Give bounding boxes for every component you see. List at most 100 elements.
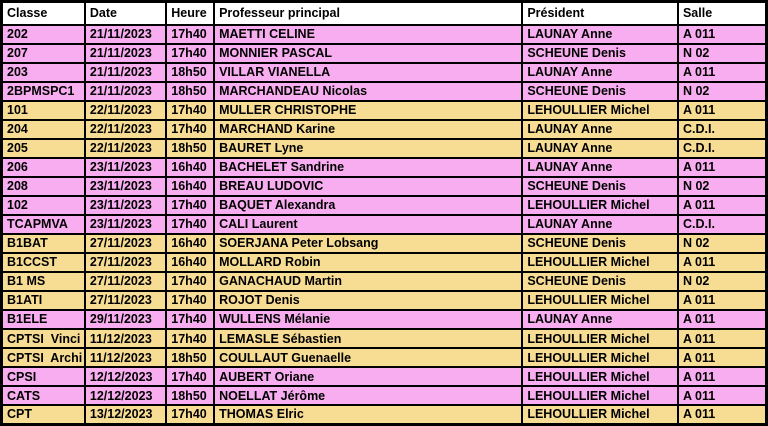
cell-classe[interactable]: B1 MS	[0, 271, 86, 293]
cell-heure[interactable]: 17h40	[165, 43, 216, 65]
cell-classe[interactable]: CPSI	[0, 366, 86, 388]
cell-president[interactable]: LAUNAY Anne	[521, 309, 679, 331]
cell-salle[interactable]: A 011	[676, 62, 768, 84]
cell-date[interactable]: 13/12/2023	[83, 404, 168, 426]
cell-president[interactable]: LEHOULLIER Michel	[521, 290, 679, 312]
cell-classe[interactable]: 204	[0, 119, 86, 141]
cell-date[interactable]: 22/11/2023	[83, 119, 168, 141]
cell-president[interactable]: LEHOULLIER Michel	[521, 195, 679, 217]
cell-salle[interactable]: A 011	[676, 23, 768, 46]
cell-classe[interactable]: B1ELE	[0, 309, 86, 331]
cell-salle[interactable]: A 011	[676, 157, 768, 179]
cell-classe[interactable]: 203	[0, 62, 86, 84]
cell-heure[interactable]: 16h40	[165, 233, 216, 255]
cell-professeur[interactable]: BREAU LUDOVIC	[213, 176, 524, 198]
cell-professeur[interactable]: MAETTI CELINE	[213, 23, 524, 46]
cell-heure[interactable]: 16h40	[165, 176, 216, 198]
cell-salle[interactable]: A 011	[676, 347, 768, 369]
cell-professeur[interactable]: WULLENS Mélanie	[213, 309, 524, 331]
cell-classe[interactable]: B1ATI	[0, 290, 86, 312]
cell-salle[interactable]: A 011	[676, 252, 768, 274]
cell-professeur[interactable]: BAQUET Alexandra	[213, 195, 524, 217]
cell-professeur[interactable]: MARCHAND Karine	[213, 119, 524, 141]
cell-date[interactable]: 11/12/2023	[83, 328, 168, 350]
cell-salle[interactable]: A 011	[676, 385, 768, 407]
cell-heure[interactable]: 18h50	[165, 385, 216, 407]
cell-professeur[interactable]: BACHELET Sandrine	[213, 157, 524, 179]
cell-president[interactable]: LEHOULLIER Michel	[521, 252, 679, 274]
cell-president[interactable]: LAUNAY Anne	[521, 157, 679, 179]
cell-professeur[interactable]: NOELLAT Jérôme	[213, 385, 524, 407]
cell-heure[interactable]: 17h40	[165, 100, 216, 122]
cell-president[interactable]: SCHEUNE Denis	[521, 81, 679, 103]
cell-professeur[interactable]: VILLAR VIANELLA	[213, 62, 524, 84]
cell-heure[interactable]: 18h50	[165, 347, 216, 369]
cell-salle[interactable]: C.D.I.	[676, 119, 768, 141]
cell-classe[interactable]: 202	[0, 23, 86, 46]
cell-professeur[interactable]: MULLER CHRISTOPHE	[213, 100, 524, 122]
cell-salle[interactable]: N 02	[676, 43, 768, 65]
cell-date[interactable]: 23/11/2023	[83, 157, 168, 179]
cell-classe[interactable]: CATS	[0, 385, 86, 407]
cell-date[interactable]: 12/12/2023	[83, 385, 168, 407]
cell-salle[interactable]: A 011	[676, 290, 768, 312]
cell-date[interactable]: 27/11/2023	[83, 271, 168, 293]
cell-heure[interactable]: 18h50	[165, 62, 216, 84]
cell-professeur[interactable]: THOMAS Elric	[213, 404, 524, 426]
cell-heure[interactable]: 17h40	[165, 271, 216, 293]
cell-president[interactable]: LEHOULLIER Michel	[521, 100, 679, 122]
cell-heure[interactable]: 17h40	[165, 309, 216, 331]
cell-heure[interactable]: 17h40	[165, 195, 216, 217]
cell-heure[interactable]: 17h40	[165, 214, 216, 236]
cell-heure[interactable]: 17h40	[165, 328, 216, 350]
cell-salle[interactable]: A 011	[676, 195, 768, 217]
cell-classe[interactable]: 207	[0, 43, 86, 65]
cell-classe[interactable]: 102	[0, 195, 86, 217]
cell-date[interactable]: 21/11/2023	[83, 81, 168, 103]
cell-date[interactable]: 23/11/2023	[83, 214, 168, 236]
cell-president[interactable]: LAUNAY Anne	[521, 119, 679, 141]
cell-heure[interactable]: 16h40	[165, 157, 216, 179]
cell-professeur[interactable]: COULLAUT Guenaelle	[213, 347, 524, 369]
cell-salle[interactable]: C.D.I.	[676, 214, 768, 236]
cell-president[interactable]: LEHOULLIER Michel	[521, 347, 679, 369]
cell-date[interactable]: 27/11/2023	[83, 233, 168, 255]
cell-date[interactable]: 27/11/2023	[83, 252, 168, 274]
cell-date[interactable]: 11/12/2023	[83, 347, 168, 369]
cell-heure[interactable]: 17h40	[165, 23, 216, 46]
cell-president[interactable]: LEHOULLIER Michel	[521, 366, 679, 388]
cell-classe[interactable]: 205	[0, 138, 86, 160]
cell-classe[interactable]: 208	[0, 176, 86, 198]
cell-date[interactable]: 22/11/2023	[83, 100, 168, 122]
cell-salle[interactable]: N 02	[676, 233, 768, 255]
cell-salle[interactable]: N 02	[676, 271, 768, 293]
cell-professeur[interactable]: BAURET Lyne	[213, 138, 524, 160]
cell-president[interactable]: LEHOULLIER Michel	[521, 385, 679, 407]
cell-classe[interactable]: CPT	[0, 404, 86, 426]
cell-date[interactable]: 12/12/2023	[83, 366, 168, 388]
cell-salle[interactable]: A 011	[676, 366, 768, 388]
cell-date[interactable]: 23/11/2023	[83, 195, 168, 217]
cell-classe[interactable]: TCAPMVA	[0, 214, 86, 236]
cell-president[interactable]: LAUNAY Anne	[521, 214, 679, 236]
cell-heure[interactable]: 17h40	[165, 404, 216, 426]
cell-date[interactable]: 21/11/2023	[83, 62, 168, 84]
cell-professeur[interactable]: MOLLARD Robin	[213, 252, 524, 274]
cell-professeur[interactable]: SOERJANA Peter Lobsang	[213, 233, 524, 255]
cell-classe[interactable]: CPTSI Archi	[0, 347, 86, 369]
cell-professeur[interactable]: AUBERT Oriane	[213, 366, 524, 388]
cell-professeur[interactable]: MONNIER PASCAL	[213, 43, 524, 65]
cell-president[interactable]: LAUNAY Anne	[521, 23, 679, 46]
cell-professeur[interactable]: ROJOT Denis	[213, 290, 524, 312]
cell-date[interactable]: 22/11/2023	[83, 138, 168, 160]
cell-classe[interactable]: B1CCST	[0, 252, 86, 274]
cell-professeur[interactable]: LEMASLE Sébastien	[213, 328, 524, 350]
cell-heure[interactable]: 17h40	[165, 119, 216, 141]
cell-president[interactable]: LEHOULLIER Michel	[521, 404, 679, 426]
cell-classe[interactable]: CPTSI Vinci	[0, 328, 86, 350]
cell-classe[interactable]: 101	[0, 100, 86, 122]
cell-president[interactable]: SCHEUNE Denis	[521, 176, 679, 198]
cell-salle[interactable]: A 011	[676, 309, 768, 331]
cell-heure[interactable]: 18h50	[165, 138, 216, 160]
cell-date[interactable]: 21/11/2023	[83, 43, 168, 65]
